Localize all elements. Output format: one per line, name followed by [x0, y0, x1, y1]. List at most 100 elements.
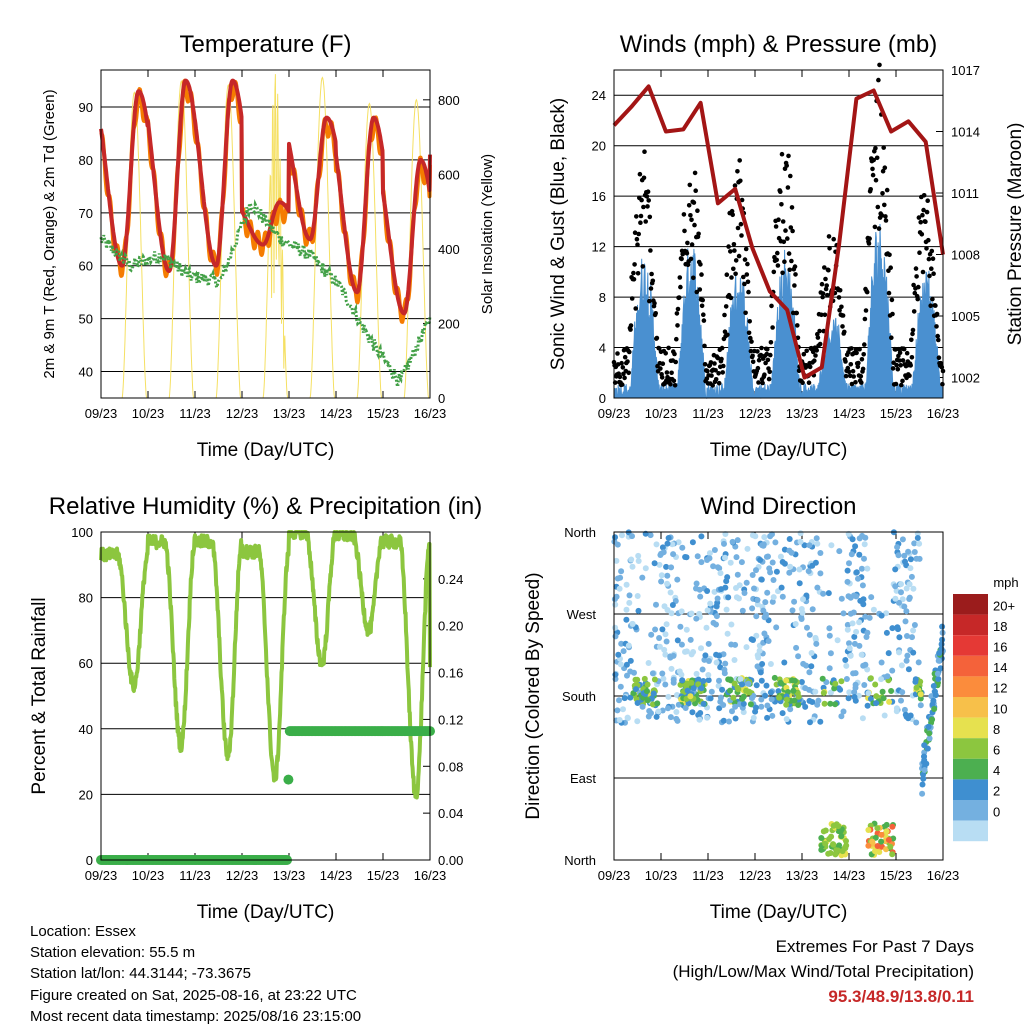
direction-point [750, 714, 757, 721]
direction-point [623, 616, 630, 623]
gust-point [884, 187, 890, 193]
direction-point [861, 682, 868, 688]
direction-point [853, 593, 860, 600]
direction-point [853, 628, 860, 635]
direction-point [722, 660, 729, 667]
gust-point [788, 225, 794, 230]
direction-point [700, 678, 707, 684]
gust-point [858, 374, 864, 379]
direction-point [665, 705, 671, 712]
x-tick-label: 12/23 [226, 868, 259, 883]
gust-point [648, 248, 653, 253]
gust-point [768, 352, 773, 358]
y-axis-label: Percent & Total Rainfall [29, 597, 50, 794]
direction-point [862, 613, 869, 620]
gust-point [934, 324, 939, 329]
gust-point [824, 283, 829, 288]
direction-point [699, 666, 706, 673]
gust-point [669, 370, 674, 376]
direction-point [858, 565, 865, 572]
direction-point [690, 649, 697, 655]
direction-point [779, 559, 786, 565]
direction-point [617, 574, 624, 581]
direction-point [612, 671, 619, 678]
direction-point [792, 621, 799, 627]
direction-point [783, 677, 790, 684]
gust-point [688, 213, 693, 218]
gust-point [822, 265, 827, 270]
gust-point [899, 382, 904, 388]
gust-point [779, 202, 784, 207]
precip-point [283, 774, 294, 785]
direction-point [838, 833, 845, 840]
direction-point [704, 607, 711, 614]
direction-point [827, 700, 834, 707]
gust-point [795, 335, 801, 341]
gust-point [645, 204, 650, 209]
direction-point [806, 542, 813, 549]
direction-point [685, 700, 692, 707]
direction-point [911, 622, 918, 628]
gust-point [781, 239, 787, 245]
y-tick-label: 70 [79, 206, 93, 221]
direction-point [852, 670, 859, 677]
y2-tick-label: 200 [438, 316, 460, 331]
gust-point [889, 335, 894, 341]
direction-point [779, 710, 786, 717]
gust-point [640, 264, 646, 269]
direction-point [777, 553, 784, 560]
direction-point [746, 689, 753, 696]
gust-point [870, 166, 875, 172]
gust-point [917, 250, 922, 255]
direction-point [626, 592, 633, 599]
direction-point [721, 540, 727, 547]
direction-point [704, 588, 711, 594]
gust-point [928, 303, 933, 309]
direction-point [872, 848, 878, 855]
gust-point [897, 358, 902, 363]
gust-point [792, 283, 797, 288]
gust-point [783, 228, 788, 233]
direction-point [634, 700, 641, 706]
direction-point [721, 666, 728, 673]
direction-point [767, 689, 774, 696]
direction-point [665, 535, 672, 541]
gust-point [920, 212, 925, 218]
direction-point [844, 578, 851, 585]
y2-tick-label: 800 [438, 93, 460, 108]
direction-point [650, 690, 657, 697]
recent-timestamp-text: Most recent data timestamp: 2025/08/16 2… [30, 1007, 362, 1025]
gust-point [728, 249, 733, 254]
direction-point [781, 546, 788, 553]
direction-point [698, 533, 705, 540]
gust-point [729, 275, 734, 280]
direction-point [885, 650, 892, 657]
gust-point [929, 266, 934, 272]
x-tick-label: 16/23 [927, 406, 960, 421]
direction-point [925, 723, 932, 730]
direction-point [791, 598, 798, 605]
direction-point [733, 594, 740, 601]
gust-point [814, 348, 819, 353]
direction-point [889, 851, 896, 858]
x-tick-label: 16/23 [414, 868, 447, 883]
direction-point [906, 581, 913, 588]
gust-point [908, 363, 913, 368]
direction-point [764, 589, 771, 596]
direction-point [872, 681, 879, 688]
gust-point [663, 351, 668, 356]
direction-point [866, 614, 873, 621]
direction-point [689, 539, 696, 546]
direction-point [618, 568, 625, 575]
direction-point [907, 565, 914, 572]
direction-point [694, 553, 701, 560]
y-tick-label: 80 [79, 591, 93, 606]
direction-point [763, 682, 770, 689]
direction-point [881, 712, 888, 719]
gust-point [784, 163, 789, 168]
x-axis-label: Time (Day/UTC) [197, 440, 335, 461]
direction-point [687, 693, 694, 700]
direction-point [856, 551, 863, 558]
gust-point [872, 224, 878, 230]
chart-title: Wind Direction [700, 493, 856, 520]
